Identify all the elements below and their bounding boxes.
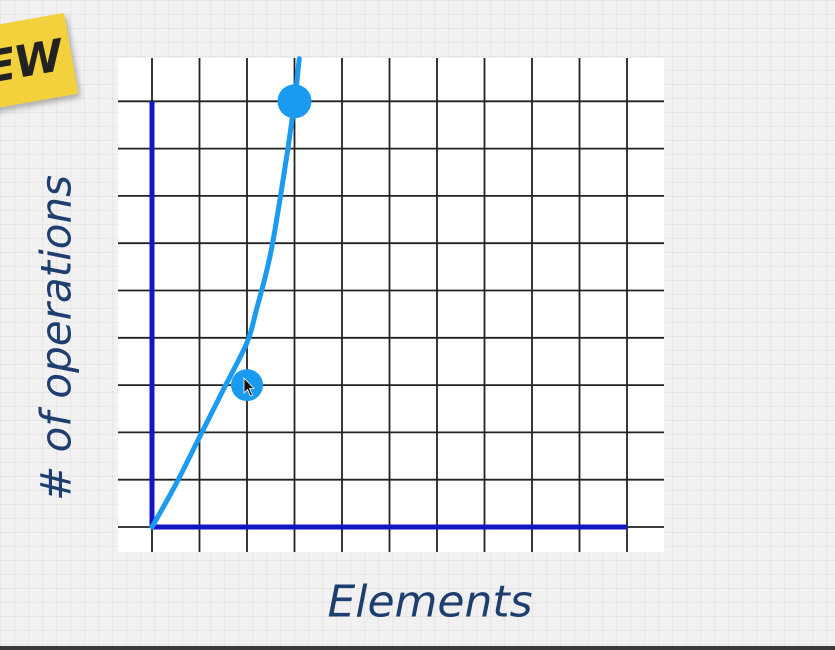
x-axis-label: Elements (327, 576, 533, 628)
series-line (149, 56, 302, 530)
axes (149, 101, 627, 530)
bottom-bar (0, 646, 835, 650)
cursor-icon (243, 377, 255, 397)
mouse-cursor (243, 377, 255, 397)
data-series (149, 56, 302, 530)
y-axis-label: # of operations (31, 175, 81, 501)
plot-background (118, 58, 664, 552)
grid-lines (118, 58, 664, 552)
data-point (277, 84, 312, 119)
